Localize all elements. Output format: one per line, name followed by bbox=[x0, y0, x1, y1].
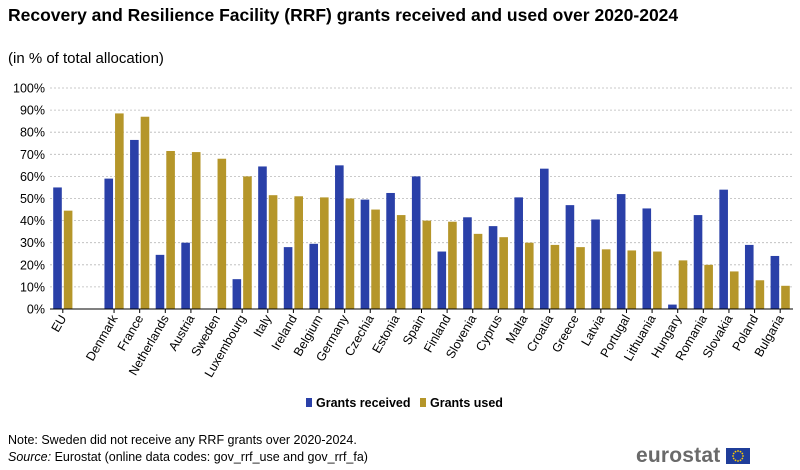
bar-received-lithuania bbox=[642, 208, 652, 309]
footer-note: Note: Sweden did not receive any RRF gra… bbox=[8, 433, 357, 447]
legend-label-received: Grants received bbox=[316, 396, 411, 410]
flag-star bbox=[741, 457, 744, 460]
bar-received-finland bbox=[437, 251, 447, 309]
bar-used-eu bbox=[63, 210, 73, 309]
flag-star bbox=[740, 450, 742, 453]
flag-star bbox=[741, 452, 744, 455]
bar-received-romania bbox=[693, 215, 703, 309]
bar-used-latvia bbox=[601, 249, 611, 309]
bar-used-italy bbox=[268, 195, 278, 309]
bar-used-slovakia bbox=[729, 271, 739, 309]
bar-used-portugal bbox=[627, 250, 637, 309]
bar-received-malta bbox=[514, 197, 523, 309]
flag-star bbox=[735, 450, 737, 453]
bar-received-croatia bbox=[540, 168, 549, 309]
bar-received-netherlands bbox=[155, 254, 165, 309]
bar-received-latvia bbox=[591, 219, 600, 309]
y-tick-label: 70% bbox=[20, 148, 45, 162]
bar-received-portugal bbox=[616, 194, 626, 309]
bar-used-netherlands bbox=[166, 150, 175, 309]
legend: Grants received Grants used bbox=[306, 396, 503, 410]
bar-used-czechia bbox=[371, 209, 380, 309]
bar-used-poland bbox=[755, 280, 765, 309]
y-tick-label: 100% bbox=[13, 82, 45, 96]
bar-received-bulgaria bbox=[770, 255, 780, 309]
x-tick-label: EU bbox=[49, 313, 70, 335]
source-label: Source: bbox=[8, 450, 52, 464]
bar-used-germany bbox=[345, 198, 355, 309]
legend-label-used: Grants used bbox=[430, 396, 503, 410]
bar-received-slovakia bbox=[719, 189, 728, 309]
bar-received-italy bbox=[258, 166, 267, 309]
legend-swatch-received bbox=[306, 398, 312, 407]
bar-used-belgium bbox=[320, 197, 329, 309]
bar-used-greece bbox=[576, 247, 585, 309]
x-tick-label: Italy bbox=[251, 312, 275, 340]
footer-source: Source: Eurostat (online data codes: gov… bbox=[8, 450, 368, 464]
chart-title: Recovery and Resilience Facility (RRF) g… bbox=[8, 5, 679, 25]
bar-used-luxembourg bbox=[243, 176, 252, 309]
bar-received-cyprus bbox=[488, 226, 498, 309]
bar-used-cyprus bbox=[499, 237, 508, 309]
flag-star bbox=[740, 459, 742, 462]
bar-used-estonia bbox=[396, 215, 406, 309]
bar-used-lithuania bbox=[653, 251, 662, 309]
flag-star bbox=[742, 455, 745, 457]
eurostat-logo: eurostat bbox=[636, 444, 751, 468]
flag-star bbox=[735, 459, 737, 462]
legend-swatch-used bbox=[420, 398, 426, 407]
bar-received-estonia bbox=[386, 192, 395, 309]
flag-star bbox=[737, 450, 740, 452]
bar-used-spain bbox=[422, 220, 432, 309]
chart-subtitle: (in % of total allocation) bbox=[8, 50, 164, 67]
x-tick-label: Denmark bbox=[83, 312, 121, 364]
y-tick-label: 90% bbox=[20, 104, 45, 118]
y-tick-label: 80% bbox=[20, 126, 45, 140]
bar-received-spain bbox=[411, 176, 421, 309]
y-tick-label: 40% bbox=[20, 214, 45, 228]
y-tick-label: 30% bbox=[20, 236, 45, 250]
y-tick-label: 10% bbox=[20, 280, 45, 294]
bar-used-hungary bbox=[678, 260, 688, 309]
bar-chart: 0% 10% 20% 30% 40% 50% 60% 70% 80% 90% 100% EU Denma… bbox=[13, 82, 793, 410]
x-tick-label: Malta bbox=[503, 312, 530, 346]
bar-received-eu bbox=[53, 187, 62, 309]
source-text: Eurostat (online data codes: gov_rrf_use… bbox=[54, 450, 368, 464]
bar-received-germany bbox=[335, 165, 344, 309]
flag-star bbox=[733, 452, 736, 455]
bar-received-belgium bbox=[309, 243, 319, 309]
bar-used-austria bbox=[191, 152, 201, 309]
bar-used-finland bbox=[448, 221, 457, 309]
bar-used-sweden bbox=[217, 158, 227, 309]
bar-received-poland bbox=[744, 244, 754, 309]
y-tick-label: 20% bbox=[20, 258, 45, 272]
bar-used-romania bbox=[704, 264, 713, 309]
logo-text: eurostat bbox=[636, 444, 721, 467]
bar-used-malta bbox=[524, 242, 534, 309]
flag-star bbox=[737, 460, 740, 462]
bar-received-france bbox=[130, 139, 139, 309]
bar-used-croatia bbox=[550, 244, 560, 309]
y-tick-label: 50% bbox=[20, 192, 45, 206]
bar-received-greece bbox=[565, 205, 575, 309]
bar-received-czechia bbox=[360, 199, 370, 309]
bar-received-slovenia bbox=[463, 217, 472, 309]
y-tick-label: 0% bbox=[27, 303, 45, 317]
bar-used-ireland bbox=[294, 196, 303, 309]
bar-received-luxembourg bbox=[232, 279, 242, 309]
y-tick-label: 60% bbox=[20, 170, 45, 184]
flag-star bbox=[733, 457, 736, 460]
bar-used-denmark bbox=[115, 113, 124, 309]
bar-received-hungary bbox=[668, 304, 677, 309]
bar-received-austria bbox=[181, 242, 190, 309]
bar-used-slovenia bbox=[473, 233, 483, 309]
bar-used-bulgaria bbox=[781, 285, 790, 309]
bar-received-ireland bbox=[283, 247, 293, 309]
bars bbox=[53, 113, 790, 309]
flag-star bbox=[732, 455, 735, 457]
eu-flag-icon bbox=[726, 448, 751, 464]
bar-used-france bbox=[140, 116, 150, 309]
bar-received-denmark bbox=[104, 178, 114, 309]
